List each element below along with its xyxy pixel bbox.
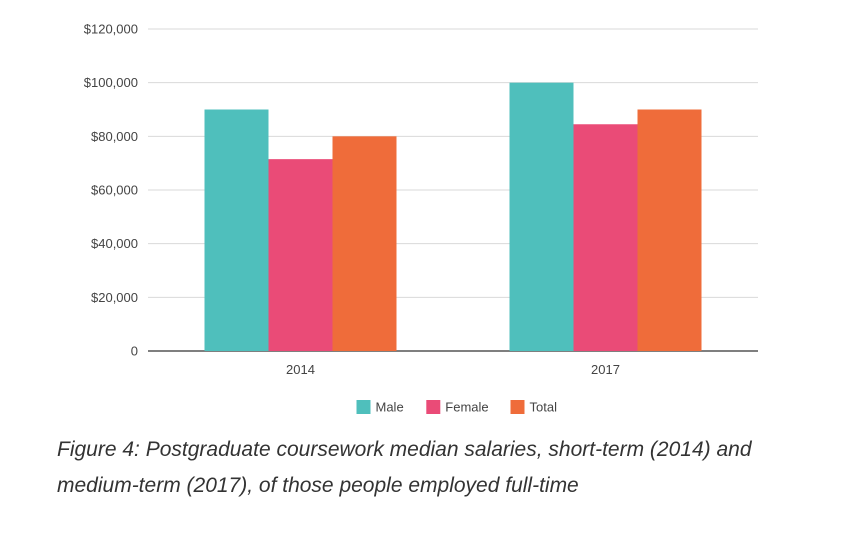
y-tick-label: 0: [131, 344, 138, 359]
legend-label-total: Total: [530, 400, 558, 415]
legend-swatch-total: [510, 400, 525, 414]
x-axis-ticks: 2014 2017: [286, 362, 620, 377]
y-tick-label: $80,000: [91, 129, 138, 144]
bar-female-2017: [573, 124, 638, 351]
bars: [204, 82, 702, 352]
legend-label-male: Male: [376, 400, 404, 415]
y-tick-label: $20,000: [91, 290, 138, 305]
legend-label-female: Female: [445, 400, 488, 415]
bar-total-2017: [637, 109, 702, 351]
y-tick-label: $40,000: [91, 236, 138, 251]
legend-swatch-male: [356, 400, 371, 414]
y-axis-ticks: 0 $20,000 $40,000 $60,000 $80,000 $100,000 $12…: [84, 22, 138, 359]
figure-caption: Figure 4: Postgraduate coursework median…: [57, 438, 752, 497]
y-tick-label: $60,000: [91, 183, 138, 198]
y-tick-label: $100,000: [84, 75, 138, 90]
legend-swatch-female: [426, 400, 441, 414]
bar-chart: 0 $20,000 $40,000 $60,000 $80,000 $100,000 $12…: [84, 22, 758, 415]
x-tick-label: 2014: [286, 362, 315, 377]
bar-male-2017: [509, 82, 574, 352]
bar-female-2014: [268, 159, 333, 351]
legend: Male Female Total: [356, 400, 558, 415]
y-tick-label: $120,000: [84, 22, 138, 37]
bar-total-2014: [332, 136, 397, 351]
bar-male-2014: [204, 109, 269, 351]
x-tick-label: 2017: [591, 362, 620, 377]
